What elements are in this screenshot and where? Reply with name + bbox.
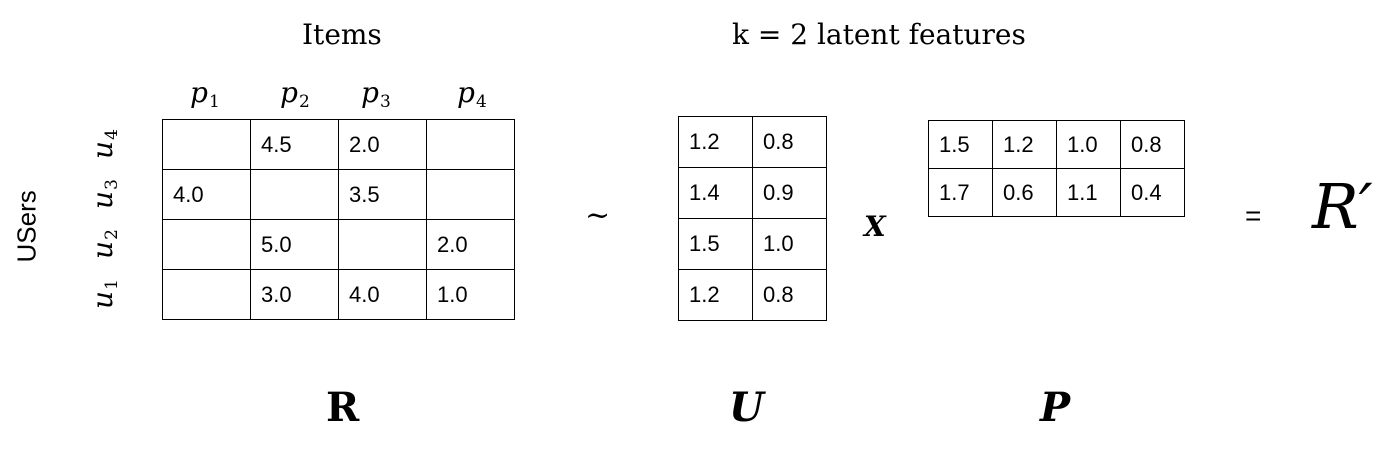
matrix-p-cell: 0.6	[992, 168, 1057, 217]
matrix-r-cell: 4.5	[250, 119, 339, 170]
matrix-p-cell: 1.7	[928, 168, 993, 217]
matrix-p-cell: 1.2	[992, 120, 1057, 169]
matrix-u-row: 1.2 0.8	[678, 116, 827, 168]
matrix-u-row: 1.5 1.0	[678, 218, 827, 270]
matrix-u-cell: 1.5	[678, 218, 753, 270]
matrix-p-cell: 0.8	[1120, 120, 1185, 169]
matrix-r-row: 4.0 3.5	[162, 169, 515, 220]
user-label-u2: u2	[86, 229, 122, 259]
matrix-p-row: 1.5 1.2 1.0 0.8	[928, 120, 1185, 169]
matrix-r-cell: 5.0	[250, 219, 339, 270]
matrix-r-cell	[250, 169, 339, 220]
approx-operator: ~	[585, 198, 611, 233]
matrix-r-row: 5.0 2.0	[162, 219, 515, 270]
matrix-u-row: 1.4 0.9	[678, 167, 827, 219]
item-label-p3: p3	[361, 76, 391, 112]
matrix-u-cell: 1.4	[678, 167, 753, 219]
user-factor-matrix-u: 1.2 0.8 1.4 0.9 1.5 1.0 1.2 0.8	[678, 116, 827, 321]
matrix-u-cell: 1.0	[752, 218, 827, 270]
user-label-u4: u4	[86, 129, 122, 159]
matrix-p-cell: 1.0	[1056, 120, 1121, 169]
matrix-r-cell: 4.0	[338, 269, 427, 320]
user-label-u1: u1	[86, 279, 122, 309]
matrix-p-cell: 1.1	[1056, 168, 1121, 217]
matrix-r-row: 4.5 2.0	[162, 119, 515, 170]
matrix-u-row: 1.2 0.8	[678, 269, 827, 321]
item-label-p2: p2	[280, 76, 310, 112]
matrix-r-cell	[426, 119, 515, 170]
matrix-u-cell: 0.8	[752, 116, 827, 168]
matrix-p-name: P	[1040, 384, 1071, 431]
result-matrix-label: R′	[1312, 170, 1373, 243]
matrix-r-cell: 1.0	[426, 269, 515, 320]
matrix-p-cell: 0.4	[1120, 168, 1185, 217]
matrix-p-cell: 1.5	[928, 120, 993, 169]
matrix-u-cell: 0.9	[752, 167, 827, 219]
matrix-u-cell: 0.8	[752, 269, 827, 321]
matrix-r-cell	[338, 219, 427, 270]
matrix-r-cell	[162, 219, 251, 270]
matrix-u-cell: 1.2	[678, 116, 753, 168]
item-label-p1: p1	[190, 76, 220, 112]
matrix-r-cell	[426, 169, 515, 220]
matrix-u-cell: 1.2	[678, 269, 753, 321]
matrix-r-cell: 4.0	[162, 169, 251, 220]
matrix-r-cell: 2.0	[426, 219, 515, 270]
item-label-p4: p4	[457, 76, 487, 112]
matrix-r-cell: 2.0	[338, 119, 427, 170]
user-label-u3: u3	[86, 179, 122, 209]
matrix-r-cell	[162, 269, 251, 320]
matrix-r-name: R	[326, 384, 360, 431]
equals-operator: =	[1245, 200, 1262, 231]
matrix-r-cell: 3.0	[250, 269, 339, 320]
matrix-p-row: 1.7 0.6 1.1 0.4	[928, 168, 1185, 217]
ratings-matrix-r: 4.5 2.0 4.0 3.5 5.0 2.0 3.0 4.0 1.0	[162, 119, 515, 320]
item-factor-matrix-p: 1.5 1.2 1.0 0.8 1.7 0.6 1.1 0.4	[928, 120, 1185, 217]
matrix-r-cell	[162, 119, 251, 170]
latent-features-heading: k = 2 latent features	[732, 18, 1026, 51]
matrix-r-cell: 3.5	[338, 169, 427, 220]
matrix-r-row: 3.0 4.0 1.0	[162, 269, 515, 320]
users-axis-label: USers	[11, 190, 42, 263]
times-operator: X	[864, 210, 886, 243]
items-heading: Items	[302, 18, 382, 51]
matrix-u-name: U	[729, 384, 764, 431]
